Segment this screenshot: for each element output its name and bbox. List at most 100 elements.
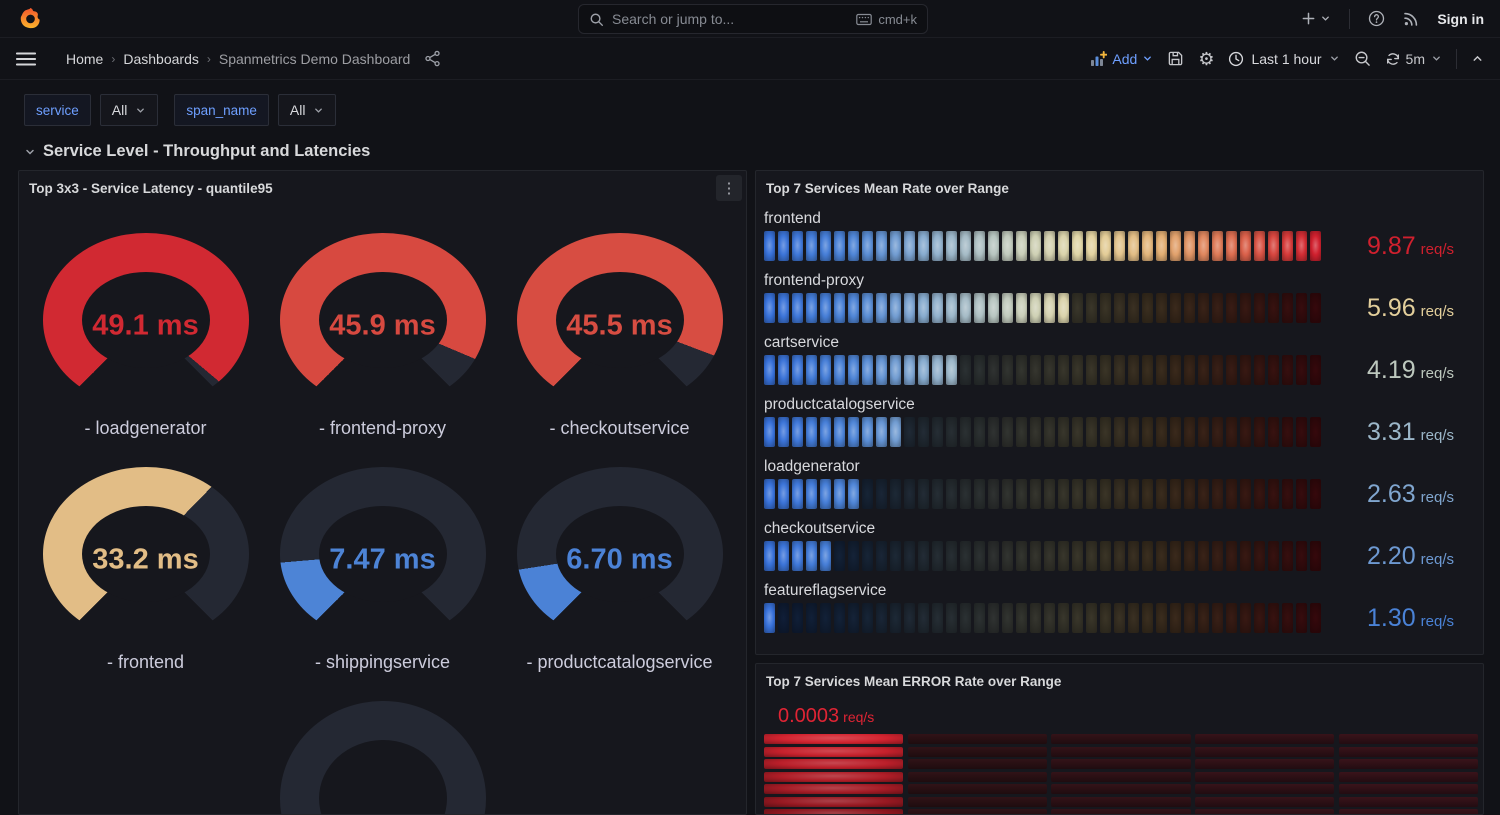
- panel-title[interactable]: Top 7 Services Mean ERROR Rate over Rang…: [766, 673, 1062, 689]
- lcd-cell: [876, 231, 887, 261]
- error-lcd-row: [764, 771, 1479, 782]
- breadcrumb-dashboards[interactable]: Dashboards: [123, 50, 199, 67]
- grafana-logo-icon[interactable]: [18, 6, 43, 31]
- lcd-cell: [862, 541, 873, 571]
- share-icon[interactable]: [424, 50, 441, 67]
- filter-service-dropdown[interactable]: All: [99, 94, 159, 126]
- lcd-cell: [1002, 293, 1013, 323]
- lcd-cell: [1240, 541, 1251, 571]
- lcd-cell: [820, 293, 831, 323]
- lcd-cell: [820, 355, 831, 385]
- rate-unit: req/s: [1420, 364, 1454, 382]
- lcd-cell: [960, 293, 971, 323]
- panel-title[interactable]: Top 7 Services Mean Rate over Range: [766, 180, 1009, 196]
- error-lcd-cell: [1051, 796, 1191, 807]
- row-service-level[interactable]: Service Level - Throughput and Latencies: [24, 142, 1500, 161]
- gauge-frontend-proxy: 45.9 ms - frontend-proxy: [264, 205, 501, 439]
- lcd-cell: [806, 541, 817, 571]
- top-nav: cmd+k Sign in: [0, 0, 1500, 38]
- lcd-cell: [904, 479, 915, 509]
- zoom-out-button[interactable]: [1354, 50, 1371, 67]
- lcd-cell: [820, 603, 831, 633]
- lcd-cell: [932, 355, 943, 385]
- lcd-cell: [848, 355, 859, 385]
- lcd-cell: [1058, 231, 1069, 261]
- help-button[interactable]: [1368, 10, 1385, 27]
- time-range-picker[interactable]: Last 1 hour: [1228, 51, 1339, 67]
- lcd-cell: [778, 355, 789, 385]
- lcd-cell: [1142, 603, 1153, 633]
- lcd-cell: [1058, 355, 1069, 385]
- time-range-label: Last 1 hour: [1251, 50, 1322, 67]
- lcd-cell: [1086, 231, 1097, 261]
- error-lcd-cell: [907, 796, 1047, 807]
- lcd-cell: [1002, 231, 1013, 261]
- rate-number: 2.63: [1366, 479, 1416, 508]
- lcd-cell: [1254, 231, 1265, 261]
- lcd-cell: [1100, 355, 1111, 385]
- news-button[interactable]: [1403, 11, 1419, 27]
- lcd-cell: [1226, 231, 1237, 261]
- lcd-cell: [918, 355, 929, 385]
- error-lcd-cell: [907, 809, 1047, 814]
- filter-span-name-dropdown[interactable]: All: [277, 94, 337, 126]
- lcd-cell: [960, 603, 971, 633]
- error-lcd-cell: [1338, 771, 1479, 782]
- lcd-cell: [1240, 417, 1251, 447]
- lcd-cell: [890, 293, 901, 323]
- lcd-cell: [1268, 355, 1279, 385]
- lcd-cell: [932, 417, 943, 447]
- dashboard-settings-button[interactable]: ⚙: [1198, 50, 1214, 68]
- lcd-cell: [1086, 293, 1097, 323]
- lcd-cell: [1268, 293, 1279, 323]
- lcd-cell: [946, 293, 957, 323]
- lcd-cell: [848, 541, 859, 571]
- lcd-cell: [1282, 603, 1293, 633]
- add-panel-button[interactable]: Add: [1090, 51, 1153, 67]
- panel-mean-rate: Top 7 Services Mean Rate over Range fron…: [755, 170, 1484, 655]
- lcd-cell: [1198, 603, 1209, 633]
- new-menu-button[interactable]: [1301, 11, 1331, 26]
- refresh-button[interactable]: [1385, 51, 1401, 67]
- rate-row-checkoutservice: checkoutservice 2.20 req/s: [764, 520, 1483, 582]
- lcd-cell: [1030, 603, 1041, 633]
- lcd-cell: [1142, 355, 1153, 385]
- lcd-cell: [1226, 355, 1237, 385]
- lcd-cell: [862, 355, 873, 385]
- lcd-cell: [1212, 417, 1223, 447]
- panel-service-latency: Top 3x3 - Service Latency - quantile95 ⋮…: [18, 170, 747, 815]
- lcd-cell: [1128, 231, 1139, 261]
- panel-title[interactable]: Top 3x3 - Service Latency - quantile95: [29, 180, 273, 196]
- sign-in-link[interactable]: Sign in: [1437, 10, 1484, 27]
- breadcrumb-home[interactable]: Home: [66, 50, 104, 67]
- lcd-cell: [1002, 355, 1013, 385]
- rate-number: 3.31: [1366, 417, 1416, 446]
- lcd-cell: [988, 541, 999, 571]
- search-input[interactable]: [612, 11, 849, 27]
- lcd-cell: [1310, 603, 1321, 633]
- save-dashboard-button[interactable]: [1167, 50, 1184, 67]
- lcd-cell: [848, 293, 859, 323]
- error-lcd-row: [764, 759, 1479, 769]
- lcd-cell: [960, 417, 971, 447]
- refresh-interval-picker[interactable]: 5m: [1406, 51, 1442, 67]
- row-title[interactable]: Service Level - Throughput and Latencies: [43, 142, 371, 160]
- panel-menu-kebab-icon[interactable]: ⋮: [716, 175, 742, 201]
- lcd-cell: [834, 603, 845, 633]
- lcd-cell: [1212, 293, 1223, 323]
- lcd-cell: [1184, 231, 1195, 261]
- lcd-cell: [1128, 417, 1139, 447]
- error-lcd-cell: [1195, 746, 1335, 757]
- lcd-cell: [876, 603, 887, 633]
- filter-span-name-value: All: [289, 102, 306, 118]
- lcd-cell: [806, 417, 817, 447]
- collapse-toolbar-button[interactable]: [1471, 52, 1484, 65]
- lcd-cell: [848, 417, 859, 447]
- gauge-arc: [279, 701, 486, 814]
- rate-number: 4.19: [1366, 355, 1416, 384]
- lcd-cell: [1058, 603, 1069, 633]
- lcd-cell: [1086, 417, 1097, 447]
- lcd-cell: [778, 293, 789, 323]
- gauge-row: [27, 673, 738, 814]
- menu-icon[interactable]: [16, 51, 36, 67]
